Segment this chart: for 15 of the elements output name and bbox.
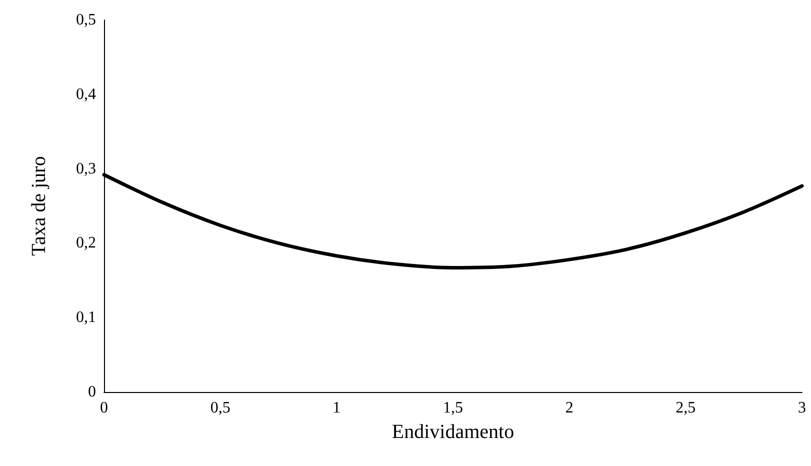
x-tick-label: 2 — [565, 400, 574, 416]
y-tick-label: 0,3 — [76, 160, 96, 178]
x-tick-label: 1,5 — [443, 400, 463, 416]
x-tick-label: 0,5 — [210, 400, 230, 416]
y-tick-label: 0,5 — [76, 12, 96, 28]
x-tick-label: 0 — [100, 400, 108, 416]
x-tick-label: 3 — [798, 400, 806, 416]
y-tick-label: 0,4 — [76, 86, 96, 103]
y-tick-label: 0,1 — [76, 309, 96, 326]
x-axis-title: Endividamento — [392, 421, 514, 443]
y-axis-title: Taxa de juro — [28, 156, 50, 256]
y-tick-label: 0,2 — [76, 234, 96, 252]
y-tick-label: 0 — [88, 384, 96, 400]
x-tick-label: 1 — [332, 400, 341, 416]
x-tick-label: 2,5 — [676, 400, 696, 416]
